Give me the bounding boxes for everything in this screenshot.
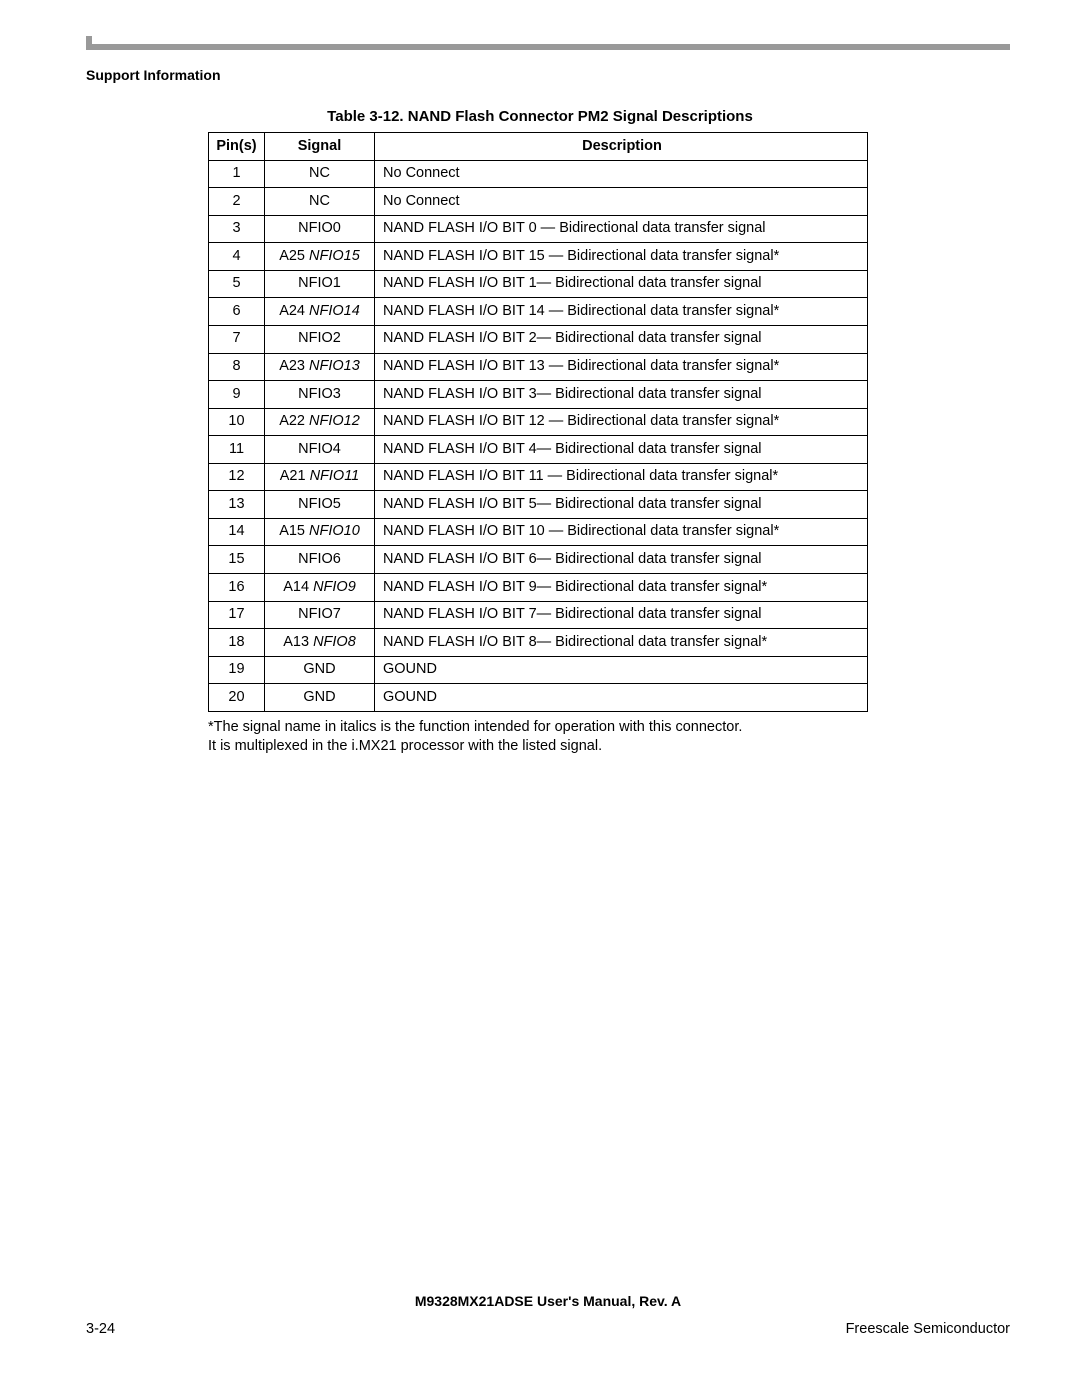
cell-pin: 2 (209, 188, 265, 216)
cell-description: NAND FLASH I/O BIT 5— Bidirectional data… (375, 491, 868, 519)
table-row: 1NCNo Connect (209, 160, 868, 188)
cell-description: NAND FLASH I/O BIT 3— Bidirectional data… (375, 381, 868, 409)
table-row: 13NFIO5NAND FLASH I/O BIT 5— Bidirection… (209, 491, 868, 519)
cell-description: NAND FLASH I/O BIT 9— Bidirectional data… (375, 574, 868, 602)
table-container: Pin(s) Signal Description 1NCNo Connect2… (208, 132, 868, 757)
cell-signal: NFIO5 (265, 491, 375, 519)
cell-pin: 11 (209, 436, 265, 464)
cell-signal: NFIO1 (265, 270, 375, 298)
col-header-signal: Signal (265, 133, 375, 161)
cell-description: NAND FLASH I/O BIT 2— Bidirectional data… (375, 325, 868, 353)
cell-pin: 16 (209, 574, 265, 602)
cell-pin: 10 (209, 408, 265, 436)
cell-signal: GND (265, 656, 375, 684)
cell-pin: 18 (209, 629, 265, 657)
table-row: 12A21 NFIO11NAND FLASH I/O BIT 11 — Bidi… (209, 463, 868, 491)
table-row: 15NFIO6NAND FLASH I/O BIT 6— Bidirection… (209, 546, 868, 574)
cell-pin: 13 (209, 491, 265, 519)
table-row: 20GNDGOUND (209, 684, 868, 712)
cell-signal: A21 NFIO11 (265, 463, 375, 491)
cell-description: No Connect (375, 188, 868, 216)
cell-signal: NFIO0 (265, 215, 375, 243)
cell-signal: A15 NFIO10 (265, 518, 375, 546)
cell-description: NAND FLASH I/O BIT 6— Bidirectional data… (375, 546, 868, 574)
cell-signal: NC (265, 188, 375, 216)
cell-pin: 17 (209, 601, 265, 629)
page-footer: M9328MX21ADSE User's Manual, Rev. A 3-24… (86, 1293, 1010, 1337)
cell-description: NAND FLASH I/O BIT 12 — Bidirectional da… (375, 408, 868, 436)
cell-pin: 20 (209, 684, 265, 712)
table-row: 10A22 NFIO12NAND FLASH I/O BIT 12 — Bidi… (209, 408, 868, 436)
cell-pin: 4 (209, 243, 265, 271)
cell-signal: A14 NFIO9 (265, 574, 375, 602)
table-row: 2NCNo Connect (209, 188, 868, 216)
cell-description: NAND FLASH I/O BIT 10 — Bidirectional da… (375, 518, 868, 546)
table-row: 18A13 NFIO8NAND FLASH I/O BIT 8— Bidirec… (209, 629, 868, 657)
table-row: 16A14 NFIO9NAND FLASH I/O BIT 9— Bidirec… (209, 574, 868, 602)
header-rule (86, 44, 1010, 50)
cell-signal: NFIO2 (265, 325, 375, 353)
footnote-line-2: It is multiplexed in the i.MX21 processo… (208, 738, 602, 754)
table-row: 4A25 NFIO15NAND FLASH I/O BIT 15 — Bidir… (209, 243, 868, 271)
cell-pin: 7 (209, 325, 265, 353)
cell-pin: 8 (209, 353, 265, 381)
table-row: 9NFIO3NAND FLASH I/O BIT 3— Bidirectiona… (209, 381, 868, 409)
cell-description: NAND FLASH I/O BIT 1— Bidirectional data… (375, 270, 868, 298)
table-row: 17NFIO7NAND FLASH I/O BIT 7— Bidirection… (209, 601, 868, 629)
cell-description: NAND FLASH I/O BIT 14 — Bidirectional da… (375, 298, 868, 326)
table-footnote: *The signal name in italics is the funct… (208, 718, 868, 757)
cell-signal: NFIO4 (265, 436, 375, 464)
table-caption: Table 3-12. NAND Flash Connector PM2 Sig… (0, 108, 1080, 125)
col-header-desc: Description (375, 133, 868, 161)
cell-signal: NFIO7 (265, 601, 375, 629)
cell-description: GOUND (375, 684, 868, 712)
footnote-line-1: *The signal name in italics is the funct… (208, 719, 742, 735)
cell-pin: 14 (209, 518, 265, 546)
cell-signal: NFIO3 (265, 381, 375, 409)
table-row: 6A24 NFIO14NAND FLASH I/O BIT 14 — Bidir… (209, 298, 868, 326)
cell-description: NAND FLASH I/O BIT 13 — Bidirectional da… (375, 353, 868, 381)
cell-description: NAND FLASH I/O BIT 11 — Bidirectional da… (375, 463, 868, 491)
cell-signal: NC (265, 160, 375, 188)
cell-description: NAND FLASH I/O BIT 15 — Bidirectional da… (375, 243, 868, 271)
cell-pin: 5 (209, 270, 265, 298)
section-label: Support Information (86, 67, 221, 83)
cell-signal: A22 NFIO12 (265, 408, 375, 436)
col-header-pin: Pin(s) (209, 133, 265, 161)
cell-signal: A24 NFIO14 (265, 298, 375, 326)
cell-description: NAND FLASH I/O BIT 7— Bidirectional data… (375, 601, 868, 629)
cell-description: NAND FLASH I/O BIT 0 — Bidirectional dat… (375, 215, 868, 243)
table-row: 5NFIO1NAND FLASH I/O BIT 1— Bidirectiona… (209, 270, 868, 298)
cell-signal: A25 NFIO15 (265, 243, 375, 271)
signal-table: Pin(s) Signal Description 1NCNo Connect2… (208, 132, 868, 712)
table-header-row: Pin(s) Signal Description (209, 133, 868, 161)
cell-description: GOUND (375, 656, 868, 684)
cell-pin: 9 (209, 381, 265, 409)
table-row: 14A15 NFIO10NAND FLASH I/O BIT 10 — Bidi… (209, 518, 868, 546)
cell-signal: NFIO6 (265, 546, 375, 574)
table-row: 8A23 NFIO13NAND FLASH I/O BIT 13 — Bidir… (209, 353, 868, 381)
cell-description: NAND FLASH I/O BIT 4— Bidirectional data… (375, 436, 868, 464)
footer-company: Freescale Semiconductor (846, 1321, 1010, 1337)
table-row: 7NFIO2NAND FLASH I/O BIT 2— Bidirectiona… (209, 325, 868, 353)
footer-page-number: 3-24 (86, 1321, 115, 1337)
cell-signal: A13 NFIO8 (265, 629, 375, 657)
cell-pin: 3 (209, 215, 265, 243)
table-row: 11NFIO4NAND FLASH I/O BIT 4— Bidirection… (209, 436, 868, 464)
footer-title: M9328MX21ADSE User's Manual, Rev. A (86, 1293, 1010, 1309)
cell-description: NAND FLASH I/O BIT 8— Bidirectional data… (375, 629, 868, 657)
table-row: 3NFIO0NAND FLASH I/O BIT 0 — Bidirection… (209, 215, 868, 243)
cell-pin: 12 (209, 463, 265, 491)
table-row: 19GNDGOUND (209, 656, 868, 684)
cell-pin: 1 (209, 160, 265, 188)
cell-pin: 19 (209, 656, 265, 684)
cell-signal: A23 NFIO13 (265, 353, 375, 381)
cell-signal: GND (265, 684, 375, 712)
cell-pin: 15 (209, 546, 265, 574)
cell-pin: 6 (209, 298, 265, 326)
cell-description: No Connect (375, 160, 868, 188)
